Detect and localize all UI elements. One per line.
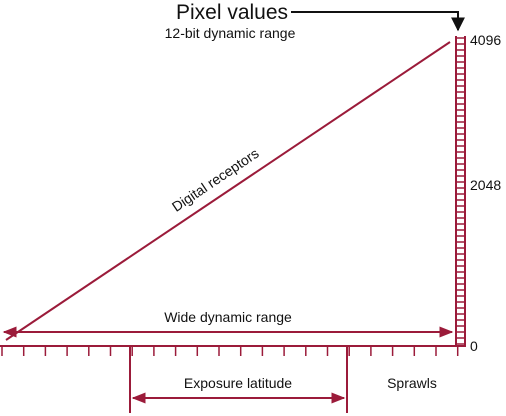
subtitle: 12-bit dynamic range (165, 25, 296, 41)
wide-label: Wide dynamic range (164, 309, 292, 325)
receptor-line (5, 41, 451, 341)
title: Pixel values (176, 1, 288, 24)
scale-label: 4096 (470, 32, 501, 48)
exposure-axis (0, 345, 466, 356)
pixel-scale (455, 36, 466, 346)
scale-label: 0 (470, 338, 478, 354)
scale-label: 2048 (470, 177, 501, 193)
latitude-label: Exposure latitude (184, 375, 292, 391)
credit: Sprawls (387, 375, 437, 391)
diagonal-label: Digital receptors (169, 145, 262, 215)
pointer-arrow (291, 11, 465, 32)
